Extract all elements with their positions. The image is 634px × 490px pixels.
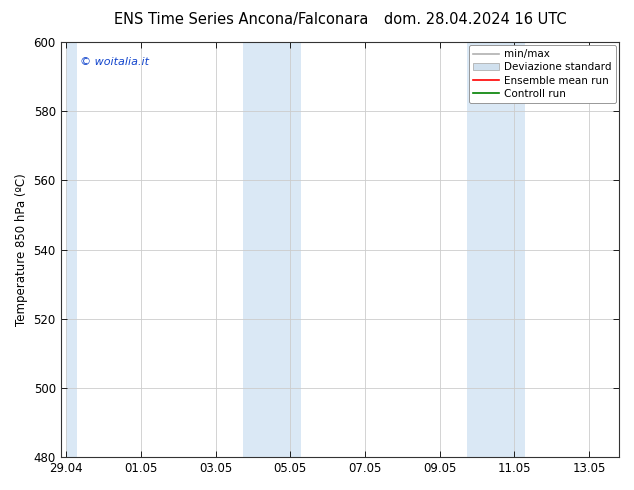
Legend: min/max, Deviazione standard, Ensemble mean run, Controll run: min/max, Deviazione standard, Ensemble m… — [469, 45, 616, 103]
Bar — [467, 42, 525, 457]
Y-axis label: Temperature 850 hPa (ºC): Temperature 850 hPa (ºC) — [15, 173, 28, 326]
Bar — [67, 42, 77, 457]
Text: dom. 28.04.2024 16 UTC: dom. 28.04.2024 16 UTC — [384, 12, 567, 27]
Bar — [243, 42, 301, 457]
Text: ENS Time Series Ancona/Falconara: ENS Time Series Ancona/Falconara — [113, 12, 368, 27]
Text: © woitalia.it: © woitalia.it — [81, 56, 149, 67]
